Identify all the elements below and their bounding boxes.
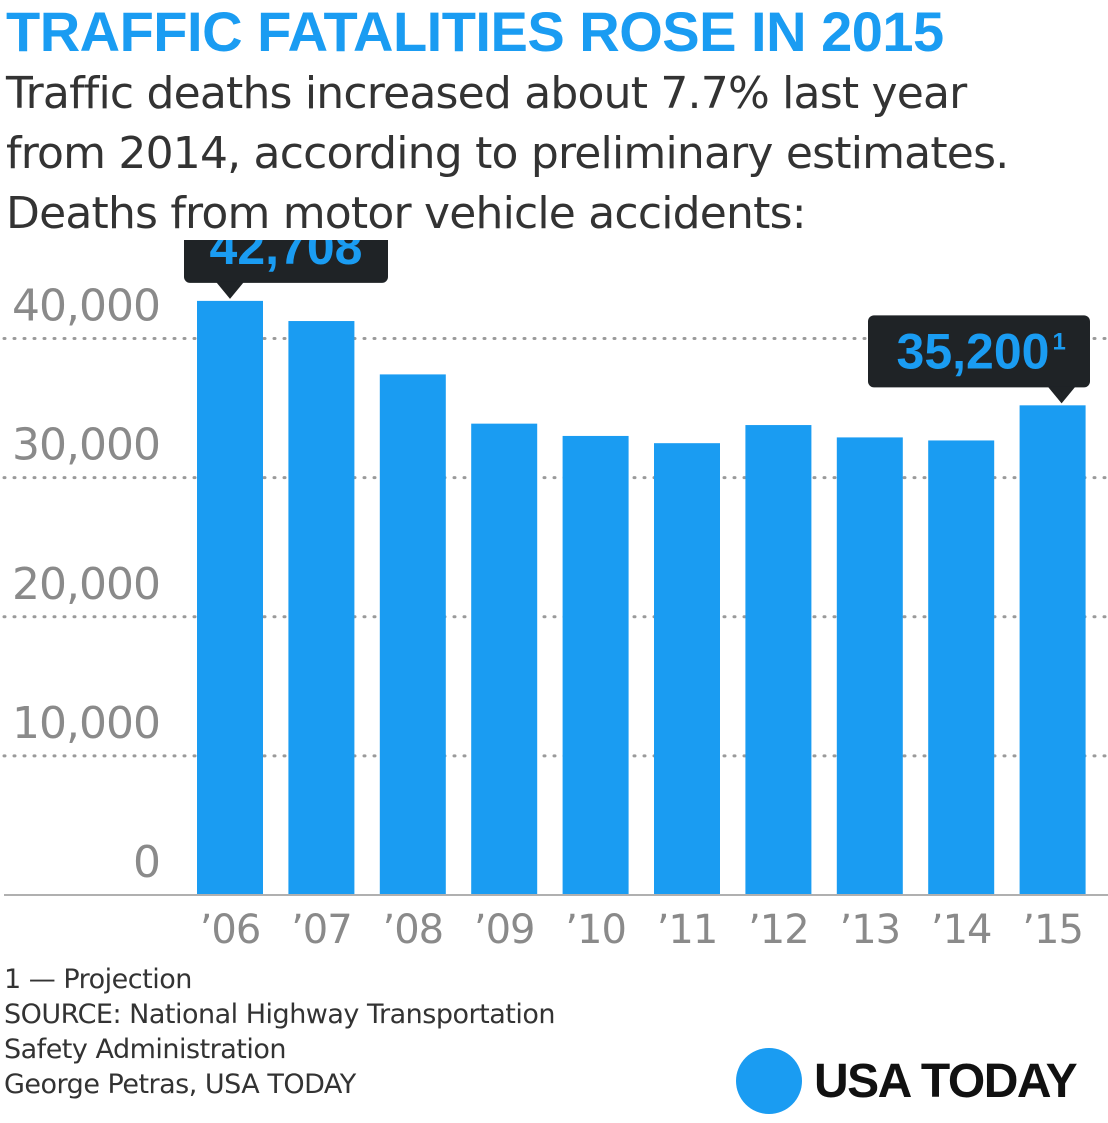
y-tick-label: 30,000 [12, 420, 160, 471]
source-line-1: SOURCE: National Highway Transportation [4, 999, 555, 1030]
x-tick-label: ’07 [291, 907, 352, 953]
x-tick-label: ’15 [1022, 907, 1083, 953]
chart-title: TRAFFIC FATALITIES ROSE IN 2015 [6, 0, 944, 63]
subtitle-line-2: from 2014, according to preliminary esti… [6, 128, 1009, 179]
bar-chart: 0 10,000 20,000 30,000 40,000 ’06 ’07 ’08 ’09 ’10… [2, 240, 1108, 953]
x-tick-label: ’08 [382, 907, 443, 953]
y-tick-label: 20,000 [12, 559, 160, 610]
x-tick-label: ’12 [748, 907, 809, 953]
callout-pointer [1047, 386, 1076, 404]
bar [928, 440, 995, 895]
bar [471, 423, 538, 895]
x-tick-label: ’06 [200, 907, 261, 953]
usa-today-logo: USA TODAY [736, 1046, 1078, 1116]
bar [562, 435, 629, 895]
chart-footer: 1 — Projection SOURCE: National Highway … [4, 962, 724, 1102]
logo-dot-icon [736, 1048, 802, 1114]
callout-box [868, 315, 1090, 388]
x-tick-label: ’13 [839, 907, 900, 953]
y-tick-label: 10,000 [12, 698, 160, 749]
subtitle-line-3: Deaths from motor vehicle accidents: [6, 188, 807, 239]
credit-line: George Petras, USA TODAY [4, 1069, 356, 1100]
callout-label: 42,708 [210, 240, 363, 275]
source-line-2: Safety Administration [4, 1034, 287, 1065]
x-tick-label: ’14 [931, 907, 992, 953]
bar [197, 300, 263, 895]
callout-label: 35,200 [897, 323, 1050, 379]
bar [745, 425, 812, 895]
bar [836, 437, 903, 895]
y-tick-label: 40,000 [12, 281, 160, 332]
x-tick-label: ’11 [657, 907, 718, 953]
callout-superscript: 1 [1052, 328, 1065, 355]
logo-text: USA TODAY [814, 1054, 1078, 1108]
callout-pointer [216, 281, 244, 299]
y-tick-label: 0 [133, 837, 160, 888]
bar [288, 321, 355, 895]
bar [379, 374, 446, 895]
subtitle-line-1: Traffic deaths increased about 7.7% last… [6, 68, 967, 119]
x-tick-label: ’10 [565, 907, 626, 953]
bar [1019, 405, 1086, 895]
bar [654, 443, 720, 895]
callout-box [184, 240, 388, 283]
footnote-projection: 1 — Projection [4, 964, 192, 995]
x-tick-label: ’09 [474, 907, 535, 953]
chart-subtitle: Traffic deaths increased about 7.7% last… [6, 64, 1106, 244]
